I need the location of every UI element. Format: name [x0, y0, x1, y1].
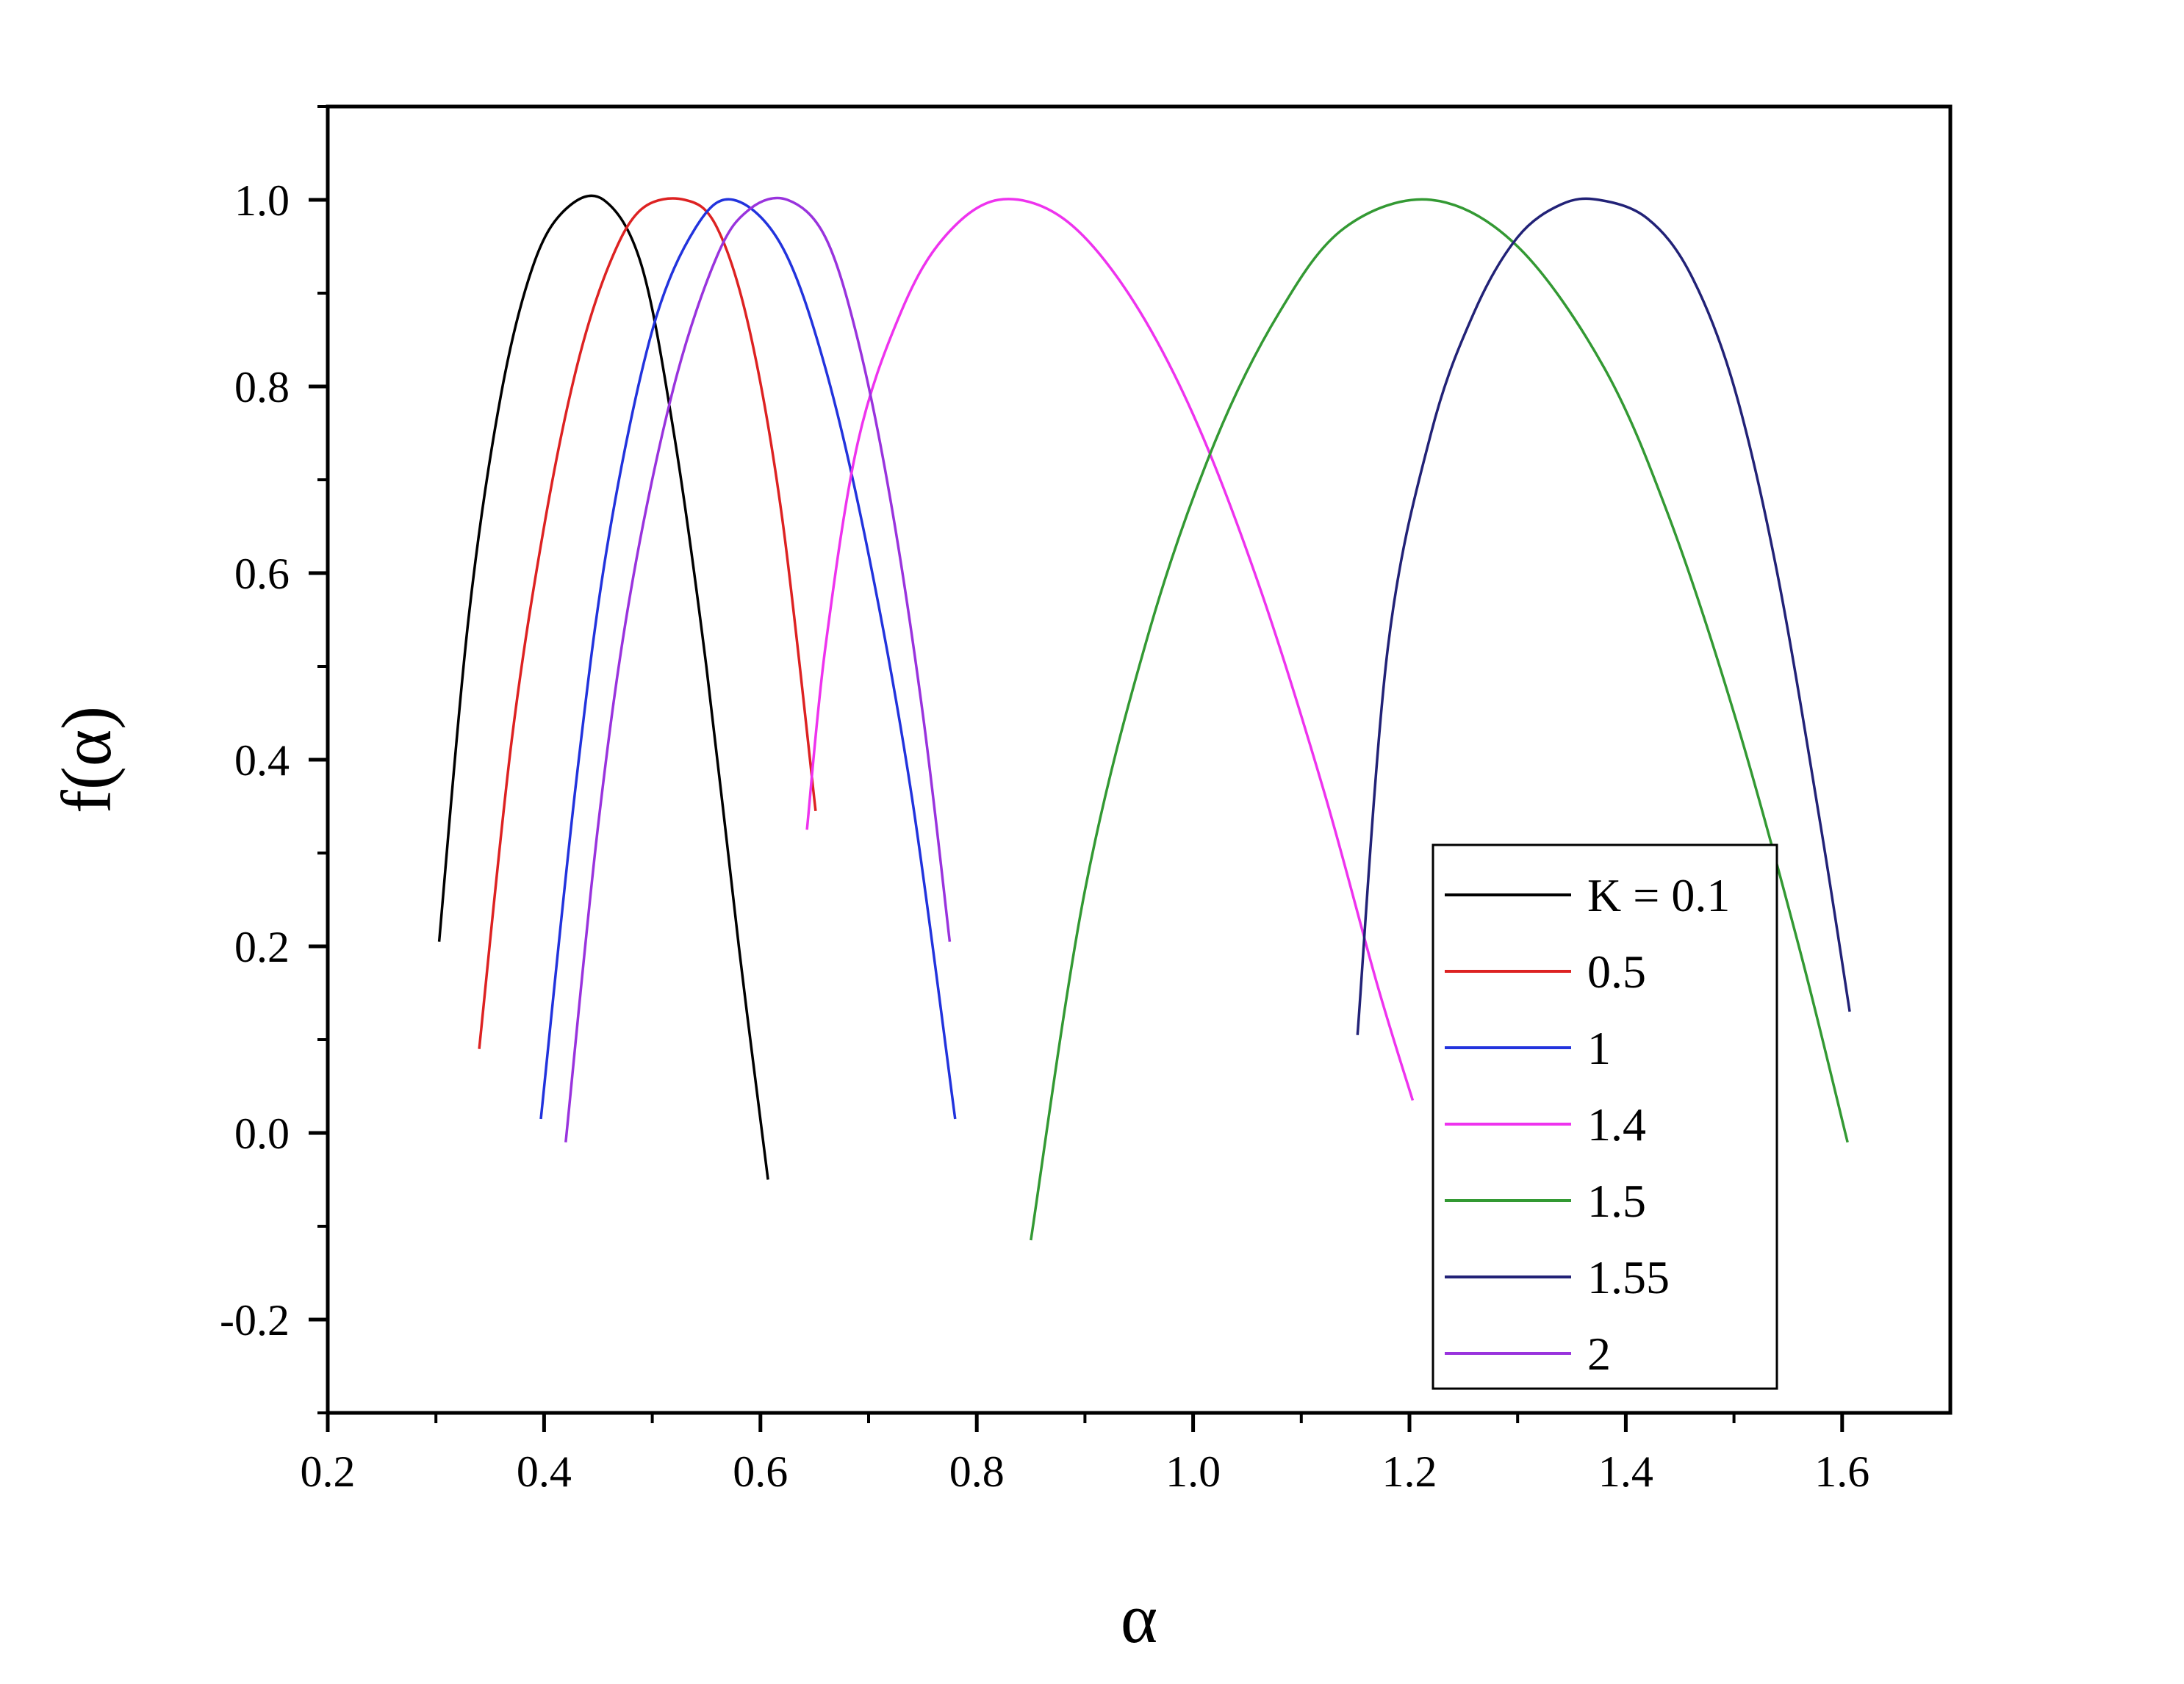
ticks-layer: 0.2 0.4 0.6 0.8 1.0 1.2 1.4 1.6 -0.2 0.0 0.2 0.4 0.6…	[220, 105, 1869, 1496]
series-line-0	[437, 194, 769, 1180]
y-tick-label: 0.4	[234, 736, 290, 785]
legend-label-3: 1.4	[1587, 1098, 1646, 1151]
legend-label-6: 2	[1587, 1328, 1611, 1380]
legend: K = 0.1 0.5 1 1.4 1.5 1.55 2	[1432, 843, 1778, 1390]
x-tick-label: 0.8	[949, 1447, 1005, 1496]
y-tick-label: 0.8	[234, 363, 290, 411]
x-tick-label: 1.6	[1814, 1447, 1869, 1496]
series-line-5	[1356, 197, 1851, 1035]
series-line-6	[564, 196, 952, 1143]
y-axis-title: f(α)	[47, 706, 126, 813]
x-tick-label: 0.2	[301, 1447, 356, 1496]
legend-label-5: 1.55	[1587, 1251, 1670, 1303]
legend-label-4: 1.5	[1587, 1175, 1646, 1227]
legend-label-2: 1	[1587, 1022, 1611, 1074]
x-tick-label: 1.2	[1382, 1447, 1437, 1496]
legend-label-0: K = 0.1	[1587, 869, 1730, 921]
series-line-4	[1030, 198, 1849, 1241]
x-tick-label: 1.4	[1598, 1447, 1653, 1496]
x-tick-label: 0.6	[733, 1447, 788, 1496]
y-tick-label: 0.0	[234, 1109, 290, 1158]
x-tick-label: 1.0	[1165, 1447, 1221, 1496]
series-line-2	[539, 198, 957, 1120]
y-tick-label: 0.6	[234, 550, 290, 598]
y-tick-label: 1.0	[234, 176, 290, 225]
legend-label-1: 0.5	[1587, 946, 1646, 998]
legend-items: K = 0.1 0.5 1 1.4 1.5 1.55 2	[1445, 869, 1730, 1380]
legend-box	[1432, 843, 1778, 1390]
series-layer	[437, 194, 1851, 1241]
y-tick-label: -0.2	[220, 1296, 290, 1345]
y-tick-label: 0.2	[234, 923, 290, 971]
series-line-3	[805, 198, 1415, 1101]
series-line-1	[478, 197, 817, 1049]
x-tick-label: 0.4	[517, 1447, 572, 1496]
x-axis-title: α	[1121, 1579, 1157, 1658]
